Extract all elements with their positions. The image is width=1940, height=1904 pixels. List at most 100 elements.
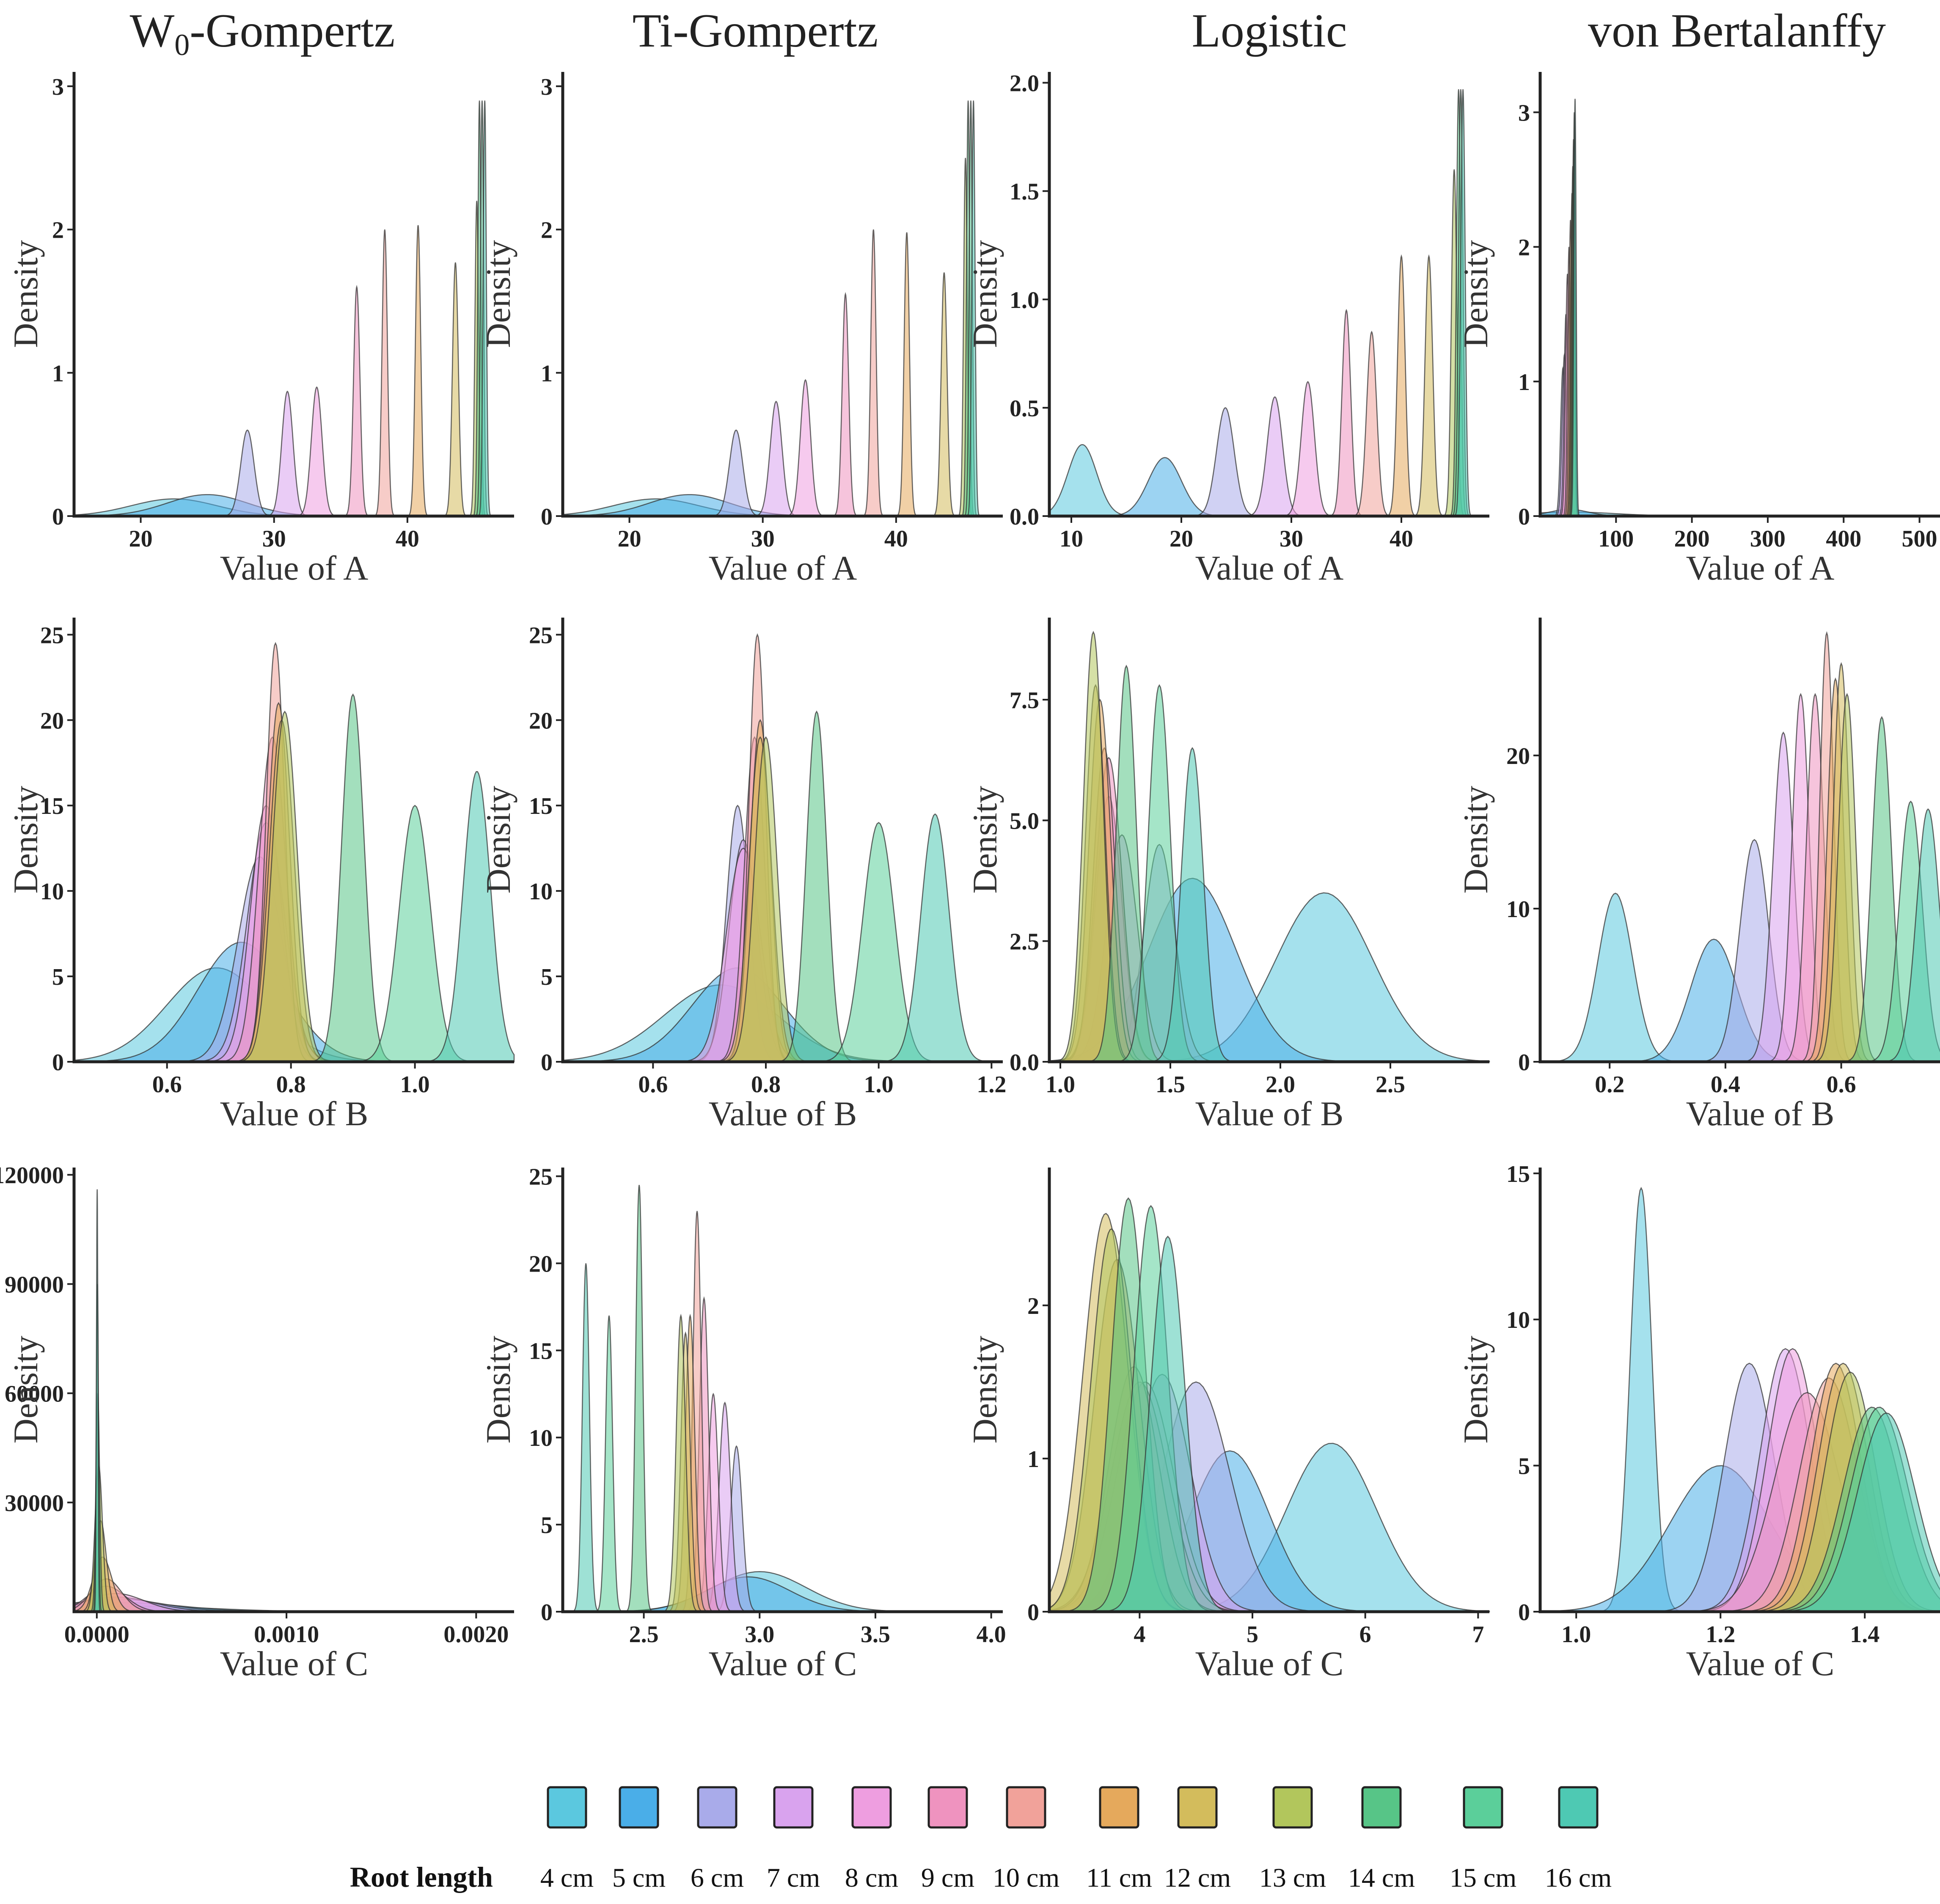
legend-label-13-cm: 13 cm bbox=[1259, 1863, 1326, 1893]
x-tick-label: 20 bbox=[129, 526, 153, 552]
axes bbox=[561, 1168, 1003, 1613]
y-tick-label: 10 bbox=[40, 879, 64, 905]
y-tick-label: 25 bbox=[529, 1164, 553, 1190]
x-tick-label: 3.5 bbox=[861, 1621, 890, 1648]
y-tick-label: 10 bbox=[529, 879, 553, 905]
x-axis-label: Value of C bbox=[709, 1644, 857, 1683]
legend-label-6-cm: 6 cm bbox=[691, 1863, 744, 1893]
y-tick-label: 0 bbox=[52, 504, 64, 530]
legend-label-5-cm: 5 cm bbox=[612, 1863, 666, 1893]
x-tick-label: 300 bbox=[1750, 526, 1786, 552]
density-8-cm bbox=[1280, 381, 1336, 517]
y-tick-label: 30000 bbox=[5, 1490, 64, 1517]
legend-swatch-4-cm bbox=[547, 1786, 587, 1829]
density-curves bbox=[73, 1189, 454, 1613]
root-length-legend: Root length 4 cm 5 cm 6 cm 7 cm 8 cm 9 cm 10 cm… bbox=[350, 1786, 1612, 1893]
legend-label-9-cm: 9 cm bbox=[921, 1863, 974, 1893]
legend-swatch-13-cm bbox=[1272, 1786, 1313, 1829]
x-tick-label: 30 bbox=[1280, 526, 1303, 552]
y-tick-label: 2.5 bbox=[1010, 929, 1039, 955]
x-tick-label: 20 bbox=[1170, 526, 1193, 552]
legend-label-7-cm: 7 cm bbox=[767, 1863, 820, 1893]
y-tick-label: 1 bbox=[1027, 1446, 1039, 1473]
y-axis-label: Density bbox=[1456, 240, 1495, 348]
axes bbox=[72, 1168, 514, 1613]
x-tick-label: 0.0020 bbox=[443, 1621, 509, 1648]
legend-label-8-cm: 8 cm bbox=[845, 1863, 898, 1893]
x-tick-label: 6 bbox=[1359, 1621, 1371, 1648]
x-axis-label: Value of B bbox=[220, 1094, 369, 1133]
x-tick-label: 30 bbox=[751, 526, 775, 552]
y-tick-label: 25 bbox=[40, 622, 64, 648]
density-16-cm bbox=[93, 1189, 101, 1613]
panel-A-2: 20 30 40 0 1 2 3 Value of A Density bbox=[479, 72, 1003, 587]
panel-B-1: 0.6 0.8 1.0 0 5 10 15 20 25 Value of B Density bbox=[6, 618, 515, 1133]
x-tick-label: 30 bbox=[262, 526, 286, 552]
x-axis-label: Value of C bbox=[220, 1644, 369, 1683]
density-curves bbox=[73, 642, 515, 1063]
x-axis-label: Value of B bbox=[1686, 1094, 1835, 1133]
density-curves bbox=[562, 100, 981, 517]
panel-C-2: 2.5 3.0 3.5 4.0 0 5 10 15 20 25 Value of C Density bbox=[479, 1164, 1006, 1683]
density-16-cm bbox=[875, 813, 995, 1063]
y-tick-label: 20 bbox=[529, 1251, 553, 1277]
y-tick-label: 7.5 bbox=[1010, 687, 1039, 714]
x-tick-label: 0.2 bbox=[1595, 1072, 1624, 1098]
density-7-cm bbox=[264, 390, 311, 517]
y-axis-label: Density bbox=[6, 1335, 45, 1443]
x-tick-label: 0.6 bbox=[1827, 1072, 1856, 1098]
column-titles: W0-Gompertz Ti-Gompertz Logistic von Bertal… bbox=[130, 5, 1886, 62]
y-tick-label: 0.0 bbox=[1010, 504, 1039, 530]
x-axis-label: Value of B bbox=[1195, 1094, 1344, 1133]
x-axis-label: Value of A bbox=[709, 549, 857, 587]
density-14-cm bbox=[305, 693, 401, 1063]
y-tick-label: 0 bbox=[1518, 1599, 1530, 1626]
x-axis-label: Value of B bbox=[709, 1094, 857, 1133]
density-12-cm bbox=[1412, 254, 1446, 517]
x-tick-label: 0.0000 bbox=[64, 1621, 129, 1648]
legend-swatch-16-cm bbox=[1558, 1786, 1599, 1829]
x-tick-label: 400 bbox=[1826, 526, 1861, 552]
y-tick-label: 1 bbox=[52, 360, 64, 387]
legend-swatch-12-cm bbox=[1177, 1786, 1218, 1829]
density-11-cm bbox=[406, 225, 430, 517]
x-tick-label: 7 bbox=[1472, 1621, 1484, 1648]
panel-A-1: 20 30 40 0 1 2 3 Value of A Density bbox=[6, 72, 514, 587]
legend-label-15-cm: 15 cm bbox=[1450, 1863, 1516, 1893]
density-curves bbox=[1048, 89, 1473, 517]
legend-swatch-8-cm bbox=[851, 1786, 892, 1829]
column-title-3: Logistic bbox=[1192, 5, 1347, 57]
y-tick-label: 3 bbox=[52, 74, 64, 100]
x-tick-label: 1.0 bbox=[400, 1072, 430, 1098]
y-axis-label: Density bbox=[966, 1335, 1004, 1443]
density-16-cm bbox=[1453, 89, 1473, 517]
y-tick-label: 20 bbox=[1506, 743, 1530, 769]
x-tick-label: 100 bbox=[1598, 526, 1634, 552]
y-tick-label: 2 bbox=[52, 217, 64, 244]
y-tick-label: 0 bbox=[1518, 1050, 1530, 1076]
density-4-cm bbox=[1048, 444, 1142, 517]
density-13-cm bbox=[660, 1313, 701, 1613]
axes bbox=[1538, 72, 1940, 518]
x-axis-label: Value of C bbox=[1686, 1644, 1835, 1683]
x-tick-label: 0.4 bbox=[1711, 1072, 1740, 1098]
x-axis-label: Value of A bbox=[220, 549, 369, 587]
x-tick-label: 2.5 bbox=[629, 1621, 659, 1648]
column-title-2: Ti-Gompertz bbox=[633, 5, 878, 57]
density-16-cm bbox=[1569, 99, 1581, 517]
x-tick-label: 0.6 bbox=[638, 1072, 668, 1098]
x-tick-label: 1.0 bbox=[1046, 1072, 1075, 1098]
x-tick-label: 40 bbox=[396, 526, 419, 552]
legend-label-12-cm: 12 cm bbox=[1164, 1863, 1231, 1893]
y-tick-label: 1 bbox=[1518, 369, 1530, 396]
density-9-cm bbox=[1327, 309, 1365, 517]
x-tick-label: 0.6 bbox=[152, 1072, 182, 1098]
x-tick-label: 1.4 bbox=[1850, 1621, 1879, 1648]
legend-label-16-cm: 16 cm bbox=[1545, 1863, 1612, 1893]
y-axis-label: Density bbox=[479, 240, 517, 348]
density-curves bbox=[1048, 1197, 1490, 1613]
y-axis-label: Density bbox=[479, 786, 517, 893]
y-tick-label: 3 bbox=[1518, 100, 1530, 126]
density-14-cm bbox=[624, 1184, 655, 1613]
